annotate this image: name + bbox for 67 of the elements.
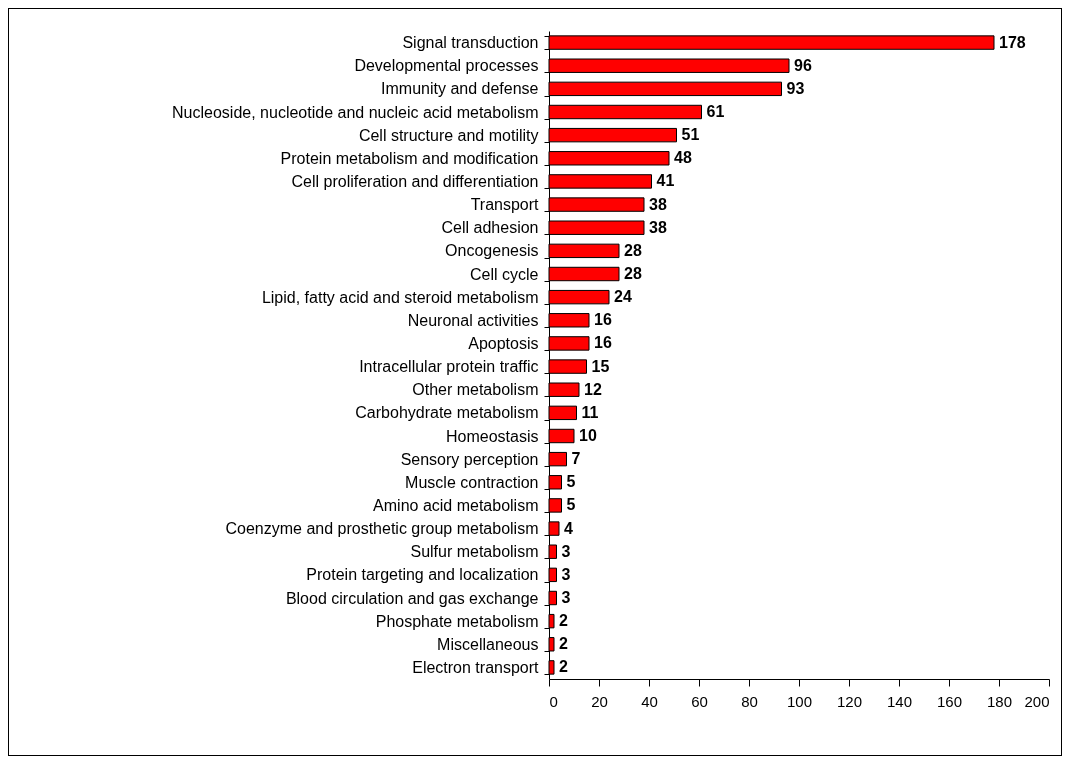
x-tick-label: 100	[786, 692, 813, 710]
data-label: 24	[614, 288, 632, 306]
data-label: 38	[649, 195, 667, 213]
y-tick-label: Protein targeting and localization	[306, 566, 539, 584]
data-label: 3	[561, 542, 571, 560]
x-tick-label: 180	[986, 692, 1013, 710]
data-label: 48	[674, 149, 692, 167]
x-tick-label: 120	[836, 692, 863, 710]
data-label: 3	[561, 565, 571, 583]
data-label: 41	[656, 172, 675, 190]
y-tick-label: Other metabolism	[412, 381, 539, 399]
y-tick-label: Coenzyme and prosthetic group metabolism	[225, 520, 539, 538]
data-label: 51	[681, 126, 700, 144]
y-tick-label: Carbohydrate metabolism	[355, 404, 539, 422]
y-tick-label: Nucleoside, nucleotide and nucleic acid metabolism	[172, 103, 539, 121]
y-tick-label: Cell proliferation and differentiation	[291, 172, 539, 190]
y-tick-label: Sensory perception	[400, 450, 539, 468]
x-tick-label: 60	[691, 692, 708, 710]
y-tick-label: Electron transport	[412, 658, 540, 676]
y-tick-label: Miscellaneous	[437, 635, 539, 653]
y-tick-label: Transport	[470, 196, 540, 214]
y-tick-label: Lipid, fatty acid and steroid metabolism	[261, 288, 539, 306]
data-label: 11	[581, 403, 599, 421]
x-tick-label: 200	[1024, 692, 1050, 710]
y-tick-label: Amino acid metabolism	[373, 496, 539, 514]
data-label: 16	[594, 311, 612, 329]
x-tick-label: 40	[641, 692, 658, 710]
y-tick-label: Muscle contraction	[405, 473, 539, 491]
x-tick-label: 140	[886, 692, 913, 710]
data-label: 61	[706, 103, 725, 120]
y-tick-label: Blood circulation and gas exchange	[285, 589, 539, 607]
data-label: 28	[624, 265, 642, 282]
data-label: 178	[999, 33, 1026, 51]
y-tick-label: Cell adhesion	[441, 219, 539, 237]
data-label: 7	[571, 450, 581, 468]
data-label: 5	[566, 473, 576, 491]
y-tick-label: Cell structure and motility	[358, 126, 539, 144]
x-tick-label: 160	[936, 692, 963, 710]
data-label: 15	[591, 357, 610, 375]
data-label: 38	[649, 218, 667, 236]
data-label: 5	[566, 496, 576, 514]
y-tick-label: Developmental processes	[354, 57, 539, 75]
data-label: 28	[624, 241, 642, 259]
y-tick-label: Neuronal activities	[407, 311, 539, 329]
x-tick-label: 80	[741, 692, 758, 710]
data-label: 4	[564, 519, 573, 537]
y-tick-label: Immunity and defense	[381, 80, 539, 98]
data-label: 2	[559, 635, 568, 653]
data-label: 16	[594, 334, 612, 352]
data-label: 10	[579, 427, 597, 444]
y-tick-label: Apoptosis	[468, 334, 539, 352]
y-tick-label: Protein metabolism and modification	[280, 149, 539, 167]
x-tick-label: 0	[549, 692, 558, 710]
data-label: 3	[561, 589, 571, 606]
data-label: 2	[559, 658, 568, 676]
data-label: 12	[584, 380, 602, 398]
y-tick-label: Cell cycle	[470, 265, 539, 283]
data-label: 96	[794, 56, 812, 74]
y-tick-label: Homeostasis	[446, 427, 539, 445]
y-tick-label: Intracellular protein traffic	[359, 358, 539, 376]
y-tick-label: Signal transduction	[402, 34, 539, 52]
x-tick-label: 20	[591, 692, 608, 710]
y-tick-label: Oncogenesis	[445, 242, 539, 260]
data-label: 93	[786, 79, 805, 97]
y-tick-label: Phosphate metabolism	[375, 612, 539, 630]
y-tick-label: Sulfur metabolism	[410, 543, 539, 561]
data-label: 2	[559, 612, 568, 630]
